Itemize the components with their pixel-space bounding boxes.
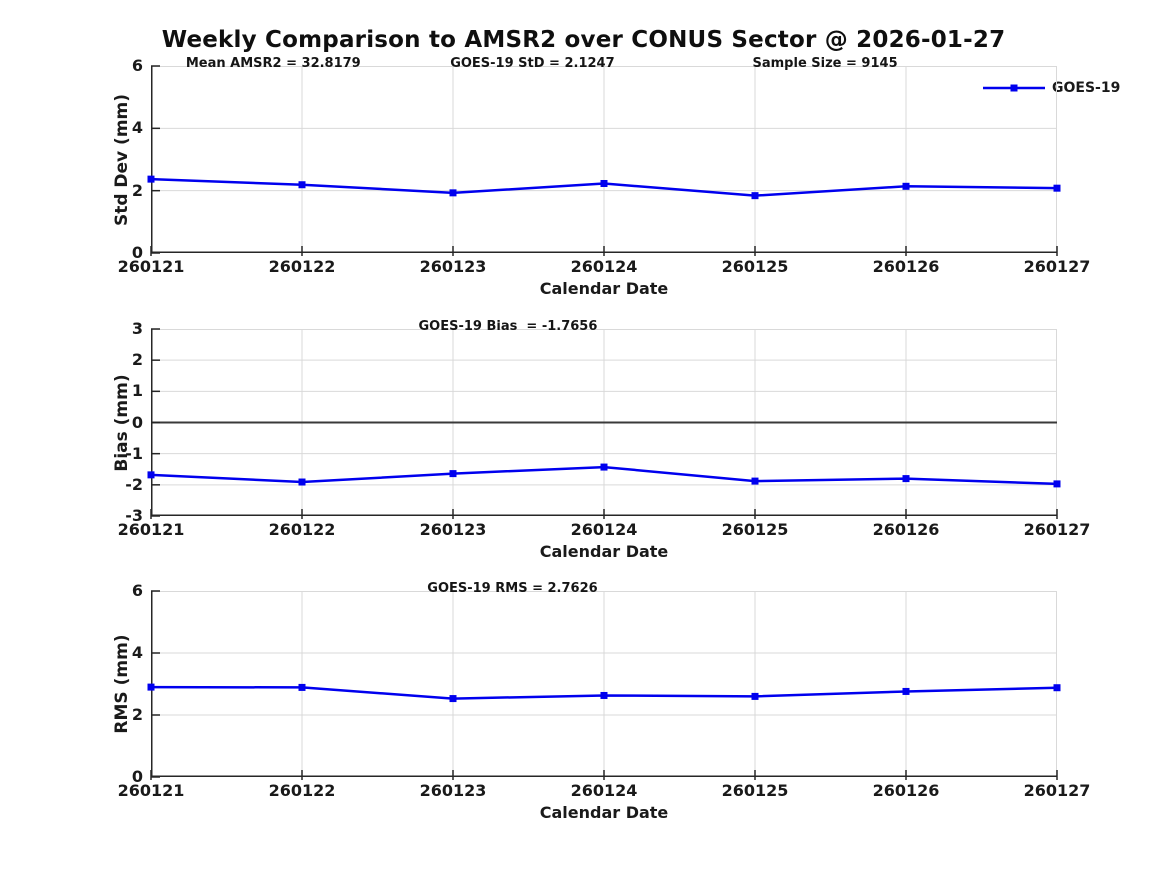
legend-line-sample <box>983 84 1045 92</box>
bias-stat-annotation: GOES-19 Bias = -1.7656 <box>418 319 598 334</box>
bias-ytick-label: -1 <box>125 443 143 463</box>
stddev-ytick-label: 4 <box>131 118 143 138</box>
bias-xtick-label: 260121 <box>117 520 185 539</box>
rms-xtick-label: 260122 <box>268 781 336 800</box>
rms-data-point <box>298 683 306 691</box>
rms-xtick-label: 260123 <box>419 781 487 800</box>
stddev-xtick-label: 260125 <box>721 257 789 276</box>
bias-chart-canvas <box>147 328 1061 519</box>
bias-xtick-label: 260123 <box>419 520 487 539</box>
rms-ytick-label: 4 <box>131 643 143 662</box>
stddev-chart-canvas <box>147 65 1061 256</box>
bias-ytick-label: 3 <box>131 319 143 338</box>
legend: GOES-19 <box>983 80 1120 96</box>
rms-ytick-label: 6 <box>131 581 143 600</box>
stddev-xtick-label: 260127 <box>1023 257 1091 276</box>
plot-bias: Bias (mm) Calendar Date -3 -2 -1 0 1 2 3 260121… <box>112 319 1090 561</box>
rms-xtick-label: 260126 <box>872 781 940 800</box>
plot-stddev: Std Dev (mm) Calendar Date GOES-19 0 2 4 6 2… <box>112 56 1120 298</box>
rms-ytick-label: 2 <box>131 705 143 724</box>
rms-xtick-label: 260121 <box>117 781 185 800</box>
bias-xtick-label: 260125 <box>721 520 789 539</box>
bias-ytick-label: -2 <box>125 474 143 494</box>
stddev-xtick-label: 260124 <box>570 257 638 276</box>
bias-ytick-label: -3 <box>125 506 143 525</box>
figure-title: Weekly Comparison to AMSR2 over CONUS Se… <box>161 27 1006 53</box>
bias-ytick-label: 2 <box>131 350 143 370</box>
stddev-ytick-label: 2 <box>131 180 143 200</box>
bias-data-point <box>600 463 608 471</box>
rms-xtick-label: 260125 <box>721 781 789 800</box>
bias-ytick-label: 0 <box>131 412 143 432</box>
stddev-ytick-label: 6 <box>131 56 143 75</box>
stddev-data-point <box>147 175 155 183</box>
rms-x-axis-label: Calendar Date <box>539 803 669 822</box>
rms-y-axis-label: RMS (mm) <box>112 634 132 734</box>
bias-xtick-label: 260127 <box>1023 520 1091 539</box>
bias-ytick-label: 1 <box>131 381 143 401</box>
bias-data-point <box>147 471 155 479</box>
stddev-data-point <box>600 179 608 187</box>
rms-xtick-label: 260127 <box>1023 781 1091 800</box>
stddev-xtick-label: 260123 <box>419 257 487 276</box>
bias-data-point <box>751 477 759 485</box>
stddev-data-point <box>298 181 306 189</box>
stddev-xtick-label: 260121 <box>117 257 185 276</box>
plot-rms: RMS (mm) Calendar Date 0 2 4 6 260121 260122 2… <box>112 581 1090 822</box>
rms-data-point <box>147 683 155 691</box>
bias-x-axis-label: Calendar Date <box>539 542 669 561</box>
bias-data-point <box>1053 480 1061 488</box>
rms-data-point <box>600 691 608 699</box>
rms-stat-annotation: GOES-19 RMS = 2.7626 <box>427 581 598 596</box>
stddev-xtick-label: 260126 <box>872 257 940 276</box>
rms-data-point <box>751 692 759 700</box>
rms-chart-canvas <box>147 590 1061 780</box>
stddev-stat-annotation: Mean AMSR2 = 32.8179 <box>185 56 361 71</box>
bias-xtick-label: 260126 <box>872 520 940 539</box>
stddev-data-point <box>751 192 759 200</box>
stddev-x-axis-label: Calendar Date <box>539 279 669 298</box>
stddev-xtick-label: 260122 <box>268 257 336 276</box>
bias-data-point <box>902 475 910 483</box>
stddev-stat-annotation: Sample Size = 9145 <box>752 56 898 71</box>
rms-data-point <box>902 687 910 695</box>
stddev-stat-annotation: GOES-19 StD = 2.1247 <box>450 56 615 71</box>
rms-ytick-label: 0 <box>131 767 143 786</box>
stddev-data-point <box>902 182 910 190</box>
stddev-ytick-label: 0 <box>131 243 143 262</box>
rms-xtick-label: 260124 <box>570 781 638 800</box>
rms-data-point <box>1053 684 1061 692</box>
rms-data-point <box>449 695 457 703</box>
bias-xtick-label: 260124 <box>570 520 638 539</box>
legend-label: GOES-19 <box>1052 80 1121 96</box>
bias-xtick-label: 260122 <box>268 520 336 539</box>
stddev-y-axis-label: Std Dev (mm) <box>112 93 132 226</box>
bias-data-point <box>298 478 306 486</box>
bias-data-point <box>449 470 457 478</box>
stddev-data-point <box>449 189 457 197</box>
stddev-data-point <box>1053 184 1061 192</box>
